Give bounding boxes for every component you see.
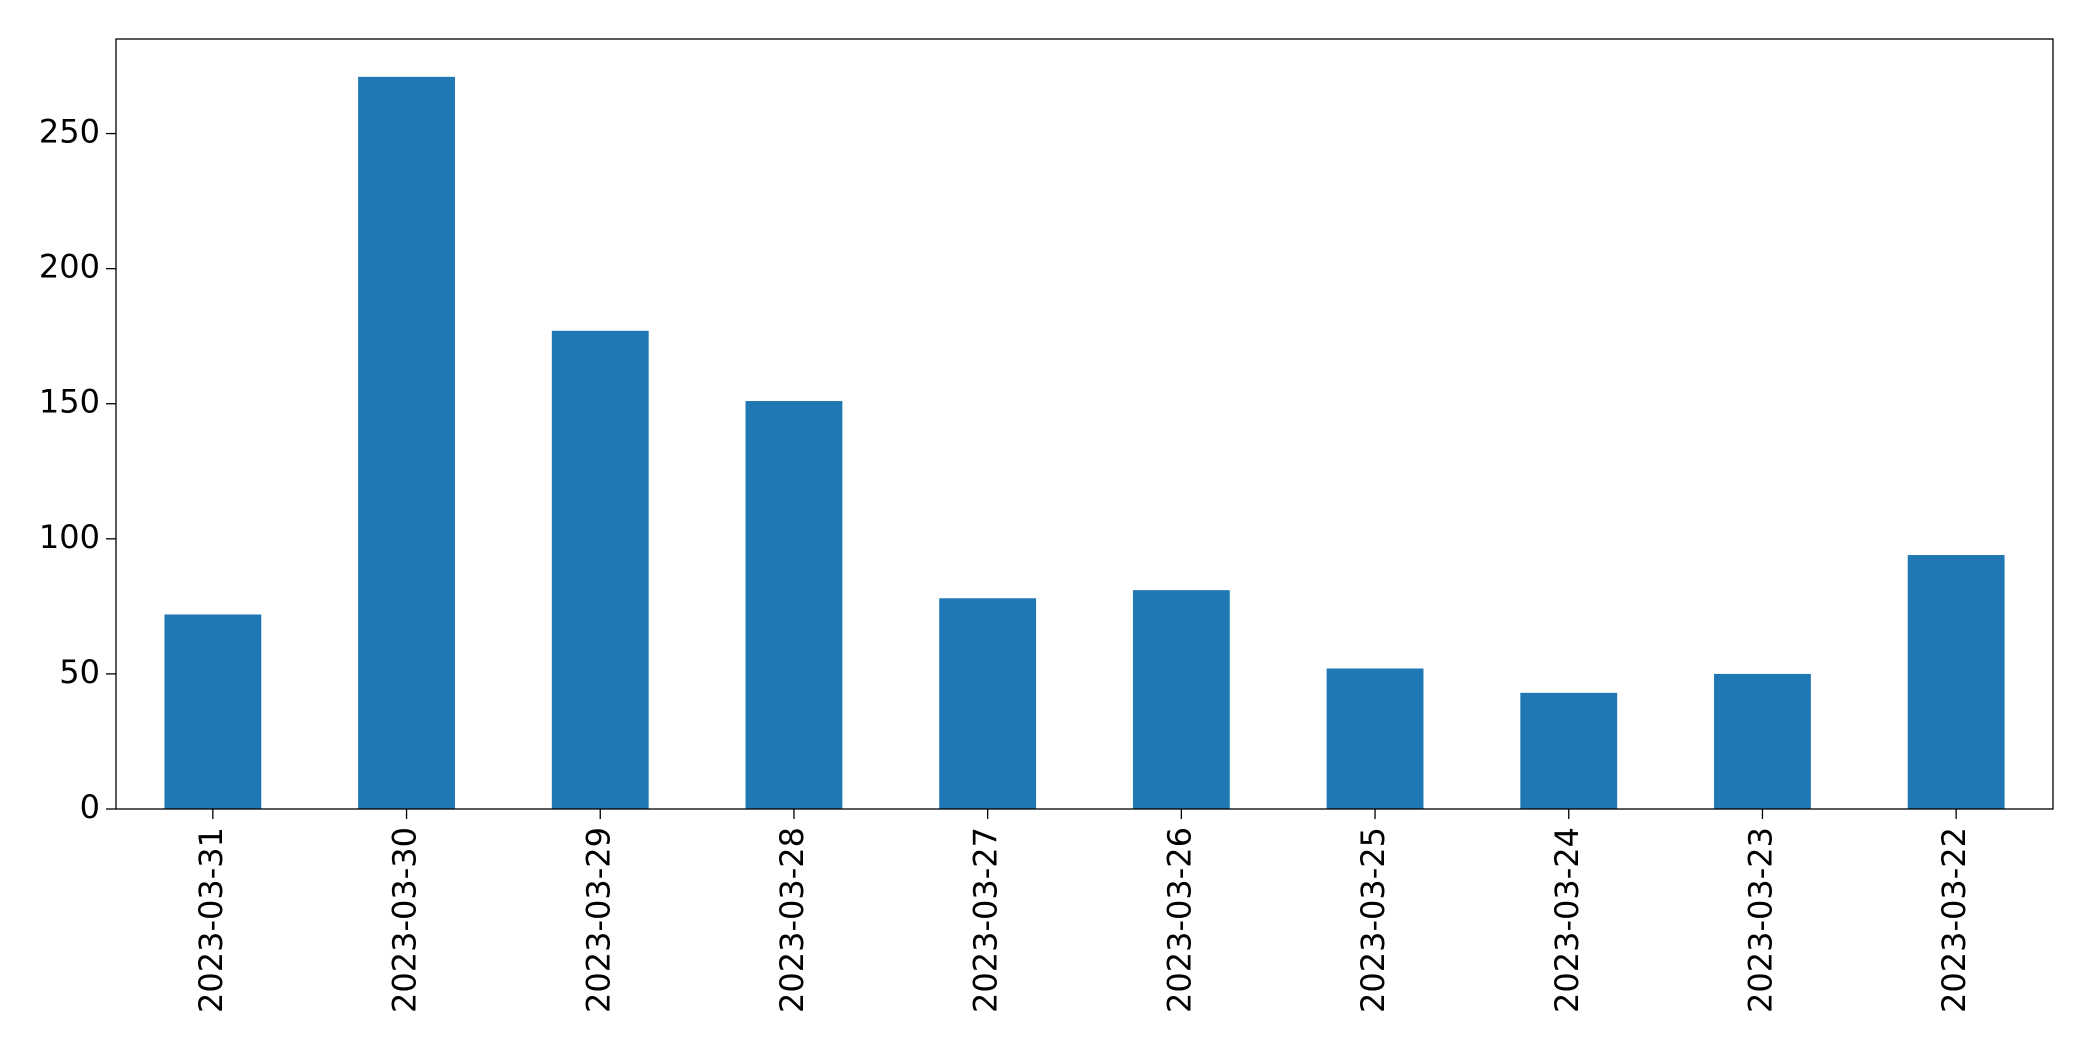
x-tick-label: 2023-03-24	[1548, 827, 1586, 1013]
plot-frame	[115, 38, 2054, 810]
bar	[1907, 555, 2005, 809]
bar	[745, 401, 843, 809]
bar	[1132, 590, 1230, 809]
bar	[1326, 668, 1424, 809]
x-tick-label: 2023-03-25	[1354, 827, 1392, 1013]
bar	[1714, 673, 1811, 809]
x-tick-label: 2023-03-31	[192, 827, 230, 1013]
y-tick-label: 0	[80, 788, 100, 826]
x-tick-label: 2023-03-22	[1935, 827, 1973, 1013]
bar	[939, 598, 1037, 809]
y-tick-label: 250	[39, 113, 100, 151]
x-tick-label: 2023-03-23	[1741, 827, 1779, 1013]
bar	[1520, 692, 1618, 809]
x-tick-label: 2023-03-28	[773, 827, 811, 1013]
x-tick-label: 2023-03-26	[1160, 827, 1198, 1013]
y-tick-label: 200	[39, 248, 100, 286]
bar	[358, 76, 455, 809]
bar	[164, 614, 262, 809]
bar	[551, 330, 649, 809]
y-tick-label: 50	[59, 653, 100, 691]
x-tick-label: 2023-03-27	[967, 827, 1005, 1013]
y-tick-label: 100	[39, 518, 100, 556]
x-tick-label: 2023-03-30	[386, 827, 424, 1013]
y-tick-label: 150	[39, 383, 100, 421]
x-tick-label: 2023-03-29	[579, 827, 617, 1013]
